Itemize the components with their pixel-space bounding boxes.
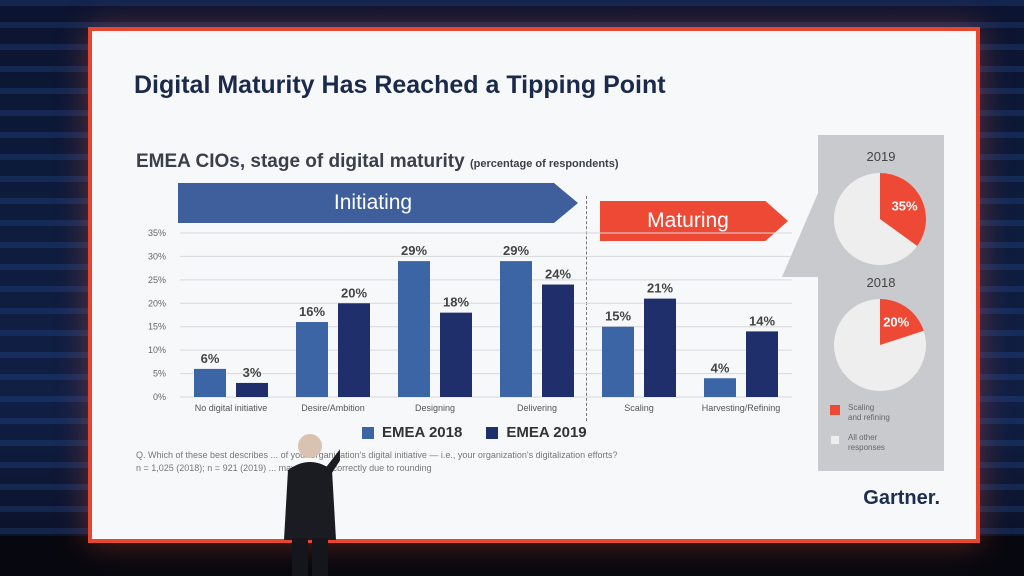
pie-legend-other-line2: responses [848,443,885,452]
bar [500,261,532,397]
bar [338,303,370,397]
bar-data-label: 21% [647,281,673,296]
bar [746,331,778,397]
initiating-arrow: Initiating [178,183,578,223]
category-label: Scaling [624,403,654,413]
bar [704,378,736,397]
pie-2019-title: 2019 [866,149,896,164]
stage-divider [586,196,587,421]
pie-legend-other: All other responses [830,433,885,453]
note-sample: n = 1,025 (2018); n = 921 (2019) ... may… [136,463,432,473]
y-tick-label: 30% [148,251,166,261]
bar-data-label: 15% [605,309,631,324]
y-tick-label: 15% [148,322,166,332]
y-tick-label: 35% [148,228,166,238]
y-tick-label: 25% [148,275,166,285]
bar [602,326,634,397]
bar [194,368,226,397]
pie-legend-scaling-line1: Scaling [848,403,875,412]
bar-data-label: 24% [545,267,571,282]
pie-slice-scaling [880,173,926,247]
legend-item-2018: EMEA 2018 [362,424,462,441]
bar [440,312,472,397]
bar-data-label: 16% [299,304,325,319]
bar-data-label: 20% [341,285,367,300]
note-question: Q. Which of these best describes ... of … [136,450,618,460]
category-label: Harvesting/Refining [702,403,781,413]
bar-chart: 0% 5% 10% 15% 20% 25% 30% 35% 6% 3% No digital ini… [148,228,792,413]
legend-label-2019: EMEA 2019 [506,424,587,441]
pie-2018: 20% [834,299,926,391]
pie-2019: 35% [834,173,926,265]
bar-data-label: 18% [443,295,469,310]
pie-slice-scaling [880,299,924,345]
bar [542,284,574,397]
bar-data-label: 4% [711,360,730,375]
bar-data-label: 14% [749,313,775,328]
bar [398,261,430,397]
y-tick-label: 10% [148,345,166,355]
pie-data-label: 35% [892,198,918,213]
pie-legend-swatch-other [830,435,840,445]
subtitle-note: (percentage of respondents) [469,158,619,170]
chart-subtitle: EMEA CIOs, stage of digital maturity (pe… [136,151,619,173]
pie-legend-scaling: Scaling and refining [830,403,890,423]
presenter-figure [284,434,340,576]
y-tick-label: 20% [148,298,166,308]
category-label: Designing [415,403,455,413]
bar [236,382,268,397]
bar-data-label: 29% [401,243,427,258]
slide-title: Digital Maturity Has Reached a Tipping P… [134,71,666,99]
pie-data-label: 20% [883,315,909,330]
legend-item-2019: EMEA 2019 [486,424,587,441]
category-label: No digital initiative [195,403,268,413]
legend-swatch-2018 [362,426,374,439]
maturing-label: Maturing [647,209,729,232]
bar-data-label: 6% [201,351,220,366]
presentation-slide: Digital Maturity Has Reached a Tipping P… [88,27,980,543]
maturing-arrow: Maturing [600,201,788,241]
pie-legend-scaling-line2: and refining [848,413,890,422]
survey-note: Q. Which of these best describes ... of … [136,449,776,475]
bar-data-label: 3% [243,365,262,380]
pie-panel: 2019 35% 2018 20% Scaling and refining A… [818,135,944,471]
y-tick-label: 0% [153,392,166,402]
category-label: Delivering [517,403,557,413]
bar [296,322,328,397]
legend-swatch-2019 [486,426,499,439]
chart-legend: EMEA 2018 EMEA 2019 [362,424,587,441]
legend-label-2018: EMEA 2018 [382,424,463,441]
gartner-logo: Gartner. [863,487,940,509]
category-label: Desire/Ambition [301,403,365,413]
bar [644,298,676,397]
bar-data-label: 29% [503,243,529,258]
pie-legend-swatch-scaling [830,405,840,415]
y-tick-label: 5% [153,369,166,379]
pie-2018-title: 2018 [866,275,896,290]
initiating-label: Initiating [333,191,413,214]
subtitle-text: EMEA CIOs, stage of digital maturity [136,151,465,172]
pie-legend-other-line1: All other [848,433,878,442]
